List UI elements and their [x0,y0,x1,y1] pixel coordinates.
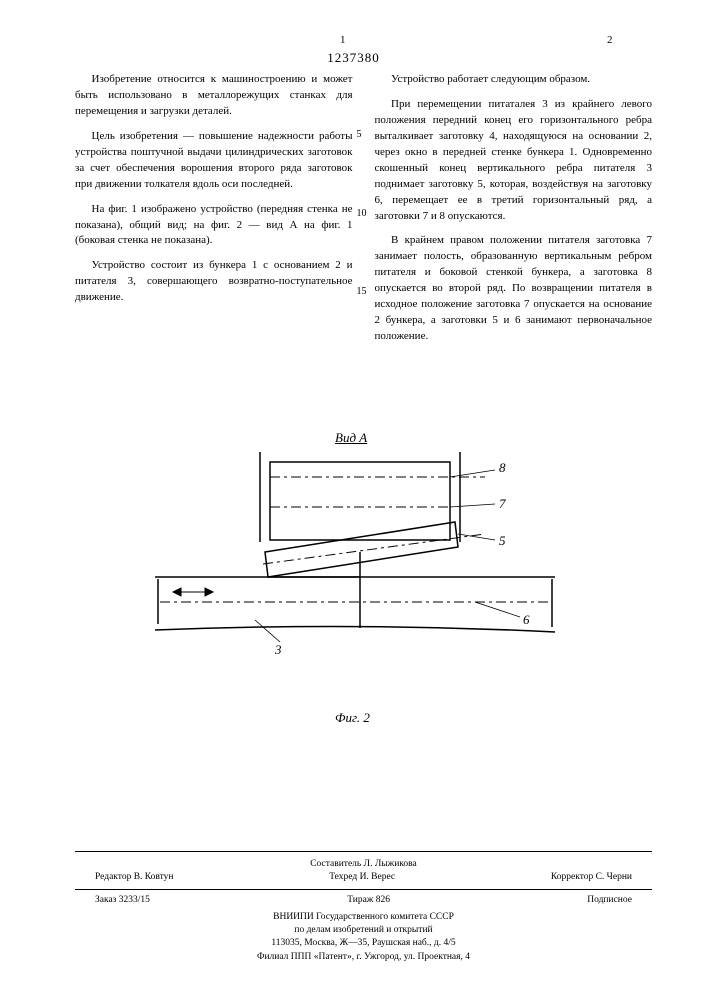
right-column: 5 10 15 Устройство работает следующим об… [375,72,653,354]
column-number-left: 1 [340,34,346,46]
paragraph: Устройство состоит из бункера 1 с основа… [75,258,353,306]
figure-caption: Фиг. 2 [335,710,370,726]
footer-tirazh: Тираж 826 [347,894,390,907]
paragraph: На фиг. 1 изображено устройство (передня… [75,202,353,250]
paragraph: В крайнем правом положении питателя заго… [375,233,653,345]
line-number: 15 [357,285,367,300]
callout-3: 3 [274,642,282,657]
footer-address2: Филиал ППП «Патент», г. Ужгород, ул. Про… [75,951,652,964]
column-number-right: 2 [607,34,613,46]
callout-7: 7 [499,496,506,511]
callout-6: 6 [523,612,530,627]
figure-view-label: Вид А [335,430,367,446]
line-number: 10 [357,207,367,222]
paragraph: Цель изобретения — повышение надежности … [75,129,353,193]
footer-editor: Редактор В. Ковтун [95,871,174,884]
footer-compiler: Составитель Л. Лыжикова [75,858,652,871]
technical-drawing: 8 7 5 6 3 [155,452,575,692]
footer-order: Заказ 3233/15 [95,894,150,907]
footer: Составитель Л. Лыжикова Редактор В. Ковт… [75,851,652,964]
footer-org: ВНИИПИ Государственного комитета СССР [75,911,652,924]
footer-subscription: Подписное [587,894,632,907]
left-column: Изобретение относится к машиностроению и… [75,72,353,354]
footer-org2: по делам изобретений и открытий [75,924,652,937]
footer-techred: Техред И. Верес [329,871,395,884]
patent-number: 1237380 [0,50,707,66]
paragraph: Изобретение относится к машиностроению и… [75,72,353,120]
footer-corrector: Корректор С. Черни [551,871,632,884]
text-columns: Изобретение относится к машиностроению и… [75,72,652,354]
callout-8: 8 [499,460,506,475]
paragraph: При перемещении питаталея 3 из крайнего … [375,97,653,225]
footer-address1: 113035, Москва, Ж—35, Раушская наб., д. … [75,937,652,950]
line-number: 5 [357,128,362,143]
callout-5: 5 [499,533,506,548]
paragraph: Устройство работает следующим образом. [375,72,653,88]
figure: Вид А [75,430,632,730]
